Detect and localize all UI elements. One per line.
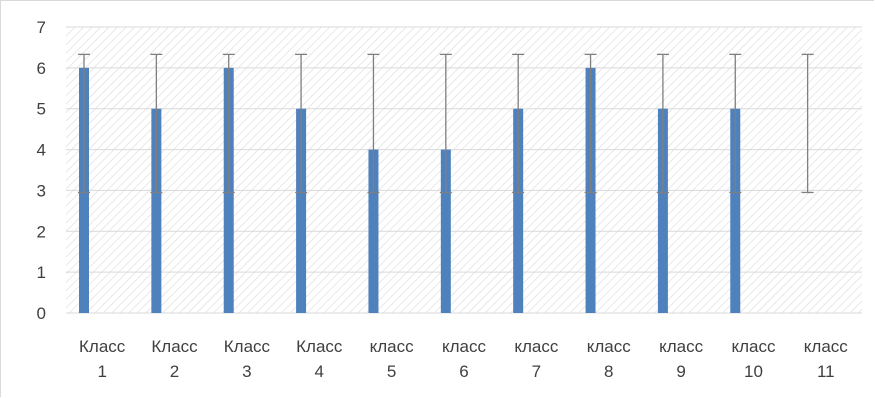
x-tick-label: класс	[442, 337, 487, 356]
x-tick-label: Класс	[151, 337, 198, 356]
x-tick-label-number: 9	[676, 362, 685, 381]
x-tick-label: класс	[659, 337, 704, 356]
x-tick-label: Класс	[296, 337, 343, 356]
x-tick-label-number: 11	[817, 362, 835, 381]
x-tick-label: класс	[804, 337, 849, 356]
y-tick-label: 4	[37, 141, 46, 160]
bar	[151, 108, 162, 313]
bar	[440, 149, 451, 313]
error-bars	[78, 53, 814, 194]
x-tick-label-number: 5	[387, 362, 396, 381]
y-axis: 0 1 2 3 4 5 6 7	[37, 18, 46, 323]
y-tick-label: 5	[37, 100, 46, 119]
x-tick-label-number: 7	[532, 362, 541, 381]
bar	[368, 149, 379, 313]
x-tick-label-number: 3	[242, 362, 251, 381]
x-tick-label: класс	[731, 337, 776, 356]
x-tick-label-number: 2	[170, 362, 179, 381]
x-tick-label-number: 8	[604, 362, 613, 381]
bar	[730, 108, 741, 313]
gridlines	[66, 26, 862, 314]
x-tick-label: класс	[514, 337, 559, 356]
x-tick-label: класс	[587, 337, 632, 356]
x-tick-label-number: 6	[459, 362, 468, 381]
bar	[657, 108, 668, 313]
y-tick-label: 6	[37, 59, 46, 78]
plot-area	[66, 27, 862, 313]
x-tick-label-number: 1	[97, 362, 106, 381]
x-tick-label-number: 10	[744, 362, 763, 381]
y-tick-label: 3	[37, 181, 46, 200]
bar	[513, 108, 524, 313]
x-tick-label-number: 4	[315, 362, 324, 381]
y-tick-label: 1	[37, 263, 46, 282]
x-tick-label: класс	[370, 337, 415, 356]
bar	[296, 108, 307, 313]
y-tick-label: 0	[37, 304, 46, 323]
x-tick-label: Класс	[79, 337, 126, 356]
x-axis: Класс 1 Класс 2 Класс 3 Класс 4 класс 5 класс 6 клас…	[79, 337, 848, 381]
y-tick-label: 7	[37, 18, 46, 37]
y-tick-label: 2	[37, 222, 46, 241]
x-tick-label: Класс	[224, 337, 271, 356]
